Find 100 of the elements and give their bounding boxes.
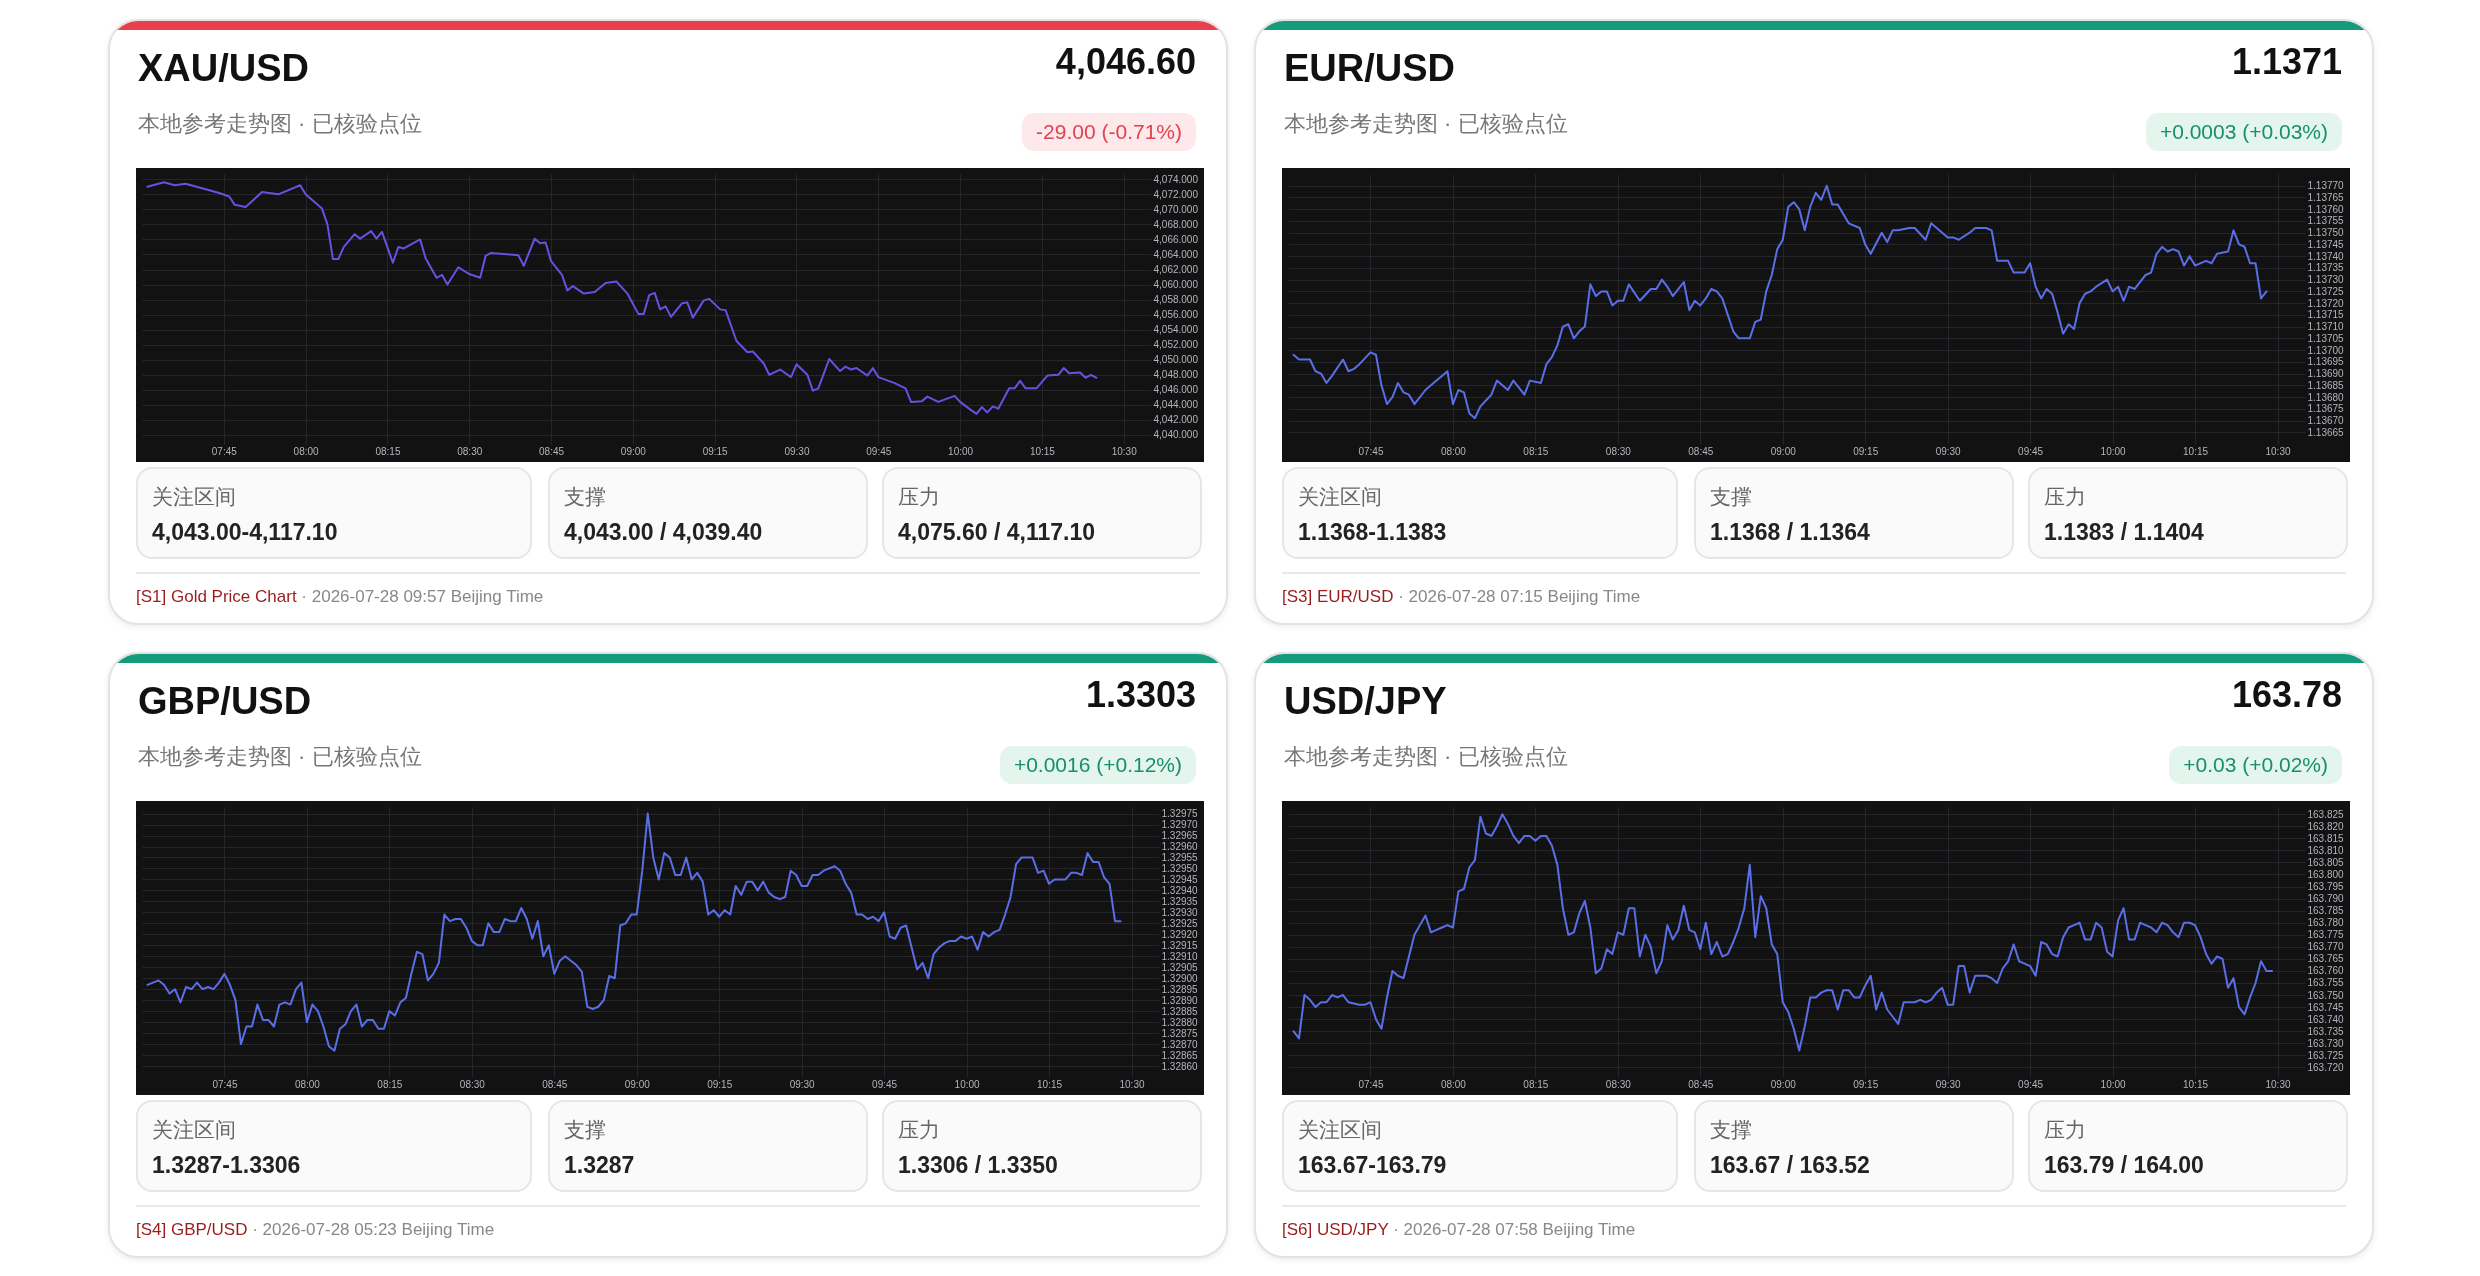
y-tick-label: 1.13735 [2307, 262, 2345, 274]
text: 支撑 [564, 484, 606, 510]
y-tick-label: 1.32860 [1161, 1060, 1199, 1072]
y-tick-label: 1.32950 [1161, 862, 1199, 874]
y-tick-label: 1.32955 [1161, 851, 1199, 863]
line-series [146, 181, 1098, 415]
y-tick-label: 1.13675 [2307, 403, 2345, 415]
x-tick-label: 10:30 [2265, 445, 2291, 457]
x-tick-label: 10:00 [2100, 1078, 2127, 1090]
x-tick-label: 09:30 [1935, 1078, 1962, 1090]
text: +0.03 (+0.02%) [2169, 746, 2342, 784]
x-tick-label: 10:00 [948, 445, 974, 457]
y-tick-label: 163.765 [2307, 953, 2345, 965]
x-tick-label: 09:15 [707, 1078, 733, 1090]
y-tick-label: 4,068.000 [1153, 218, 1199, 230]
text: 支撑 [1710, 1117, 1752, 1143]
chart-subtitle: 本地参考走势图 · 已核验点位 [138, 743, 422, 771]
y-tick-label: 163.820 [2307, 820, 2345, 832]
y-tick-label: 4,066.000 [1153, 233, 1199, 245]
y-tick-label: 4,054.000 [1153, 324, 1199, 336]
y-tick-label: 163.790 [2307, 893, 2345, 905]
y-tick-label: 4,050.000 [1153, 354, 1199, 366]
x-tick-label: 09:45 [2018, 445, 2044, 457]
text: 163.67 / 163.52 [1710, 1152, 1870, 1179]
text: 关注区间 [152, 484, 236, 510]
text: [S4] GBP/USD [136, 1220, 248, 1239]
text: -29.00 (-0.71%) [1022, 113, 1196, 151]
y-tick-label: 163.825 [2307, 808, 2345, 820]
text: 压力 [2044, 484, 2086, 510]
text: [S6] USD/JPY [1282, 1220, 1389, 1239]
y-tick-label: 1.32960 [1161, 841, 1199, 853]
text: · 2026-07-28 09:57 Beijing Time [300, 587, 544, 606]
y-tick-label: 4,042.000 [1153, 414, 1199, 426]
y-tick-label: 163.760 [2307, 965, 2345, 977]
text: 1.1371 [2231, 41, 2342, 83]
y-tick-label: 163.815 [2307, 832, 2345, 844]
y-tick-label: 4,060.000 [1153, 279, 1199, 291]
x-tick-label: 10:00 [2100, 445, 2127, 457]
text: 1.3287 [564, 1152, 635, 1179]
x-tick-label: 08:15 [377, 1078, 403, 1090]
text: 4,043.00-4,117.10 [152, 519, 338, 546]
y-tick-label: 1.32925 [1161, 917, 1199, 929]
text: 压力 [898, 484, 940, 510]
chart-subtitle: 本地参考走势图 · 已核验点位 [1284, 743, 1568, 771]
x-tick-label: 10:30 [1119, 1078, 1145, 1090]
y-tick-label: 163.810 [2307, 844, 2345, 856]
y-tick-label: 163.745 [2307, 1001, 2345, 1013]
y-tick-label: 163.770 [2307, 941, 2345, 953]
x-tick-label: 07:45 [1358, 1078, 1384, 1090]
x-tick-label: 08:30 [1605, 445, 1632, 457]
y-tick-label: 163.740 [2307, 1013, 2345, 1025]
y-tick-label: 163.775 [2307, 929, 2345, 941]
x-tick-label: 08:15 [1523, 1078, 1549, 1090]
y-tick-label: 163.755 [2307, 977, 2345, 989]
y-tick-label: 1.32865 [1161, 1049, 1199, 1061]
x-tick-label: 09:30 [1935, 445, 1962, 457]
x-tick-label: 08:45 [539, 445, 565, 457]
y-tick-label: 1.32975 [1161, 808, 1199, 820]
y-tick-label: 1.32880 [1161, 1016, 1199, 1028]
y-tick-label: 1.32870 [1161, 1038, 1199, 1050]
y-tick-label: 4,058.000 [1153, 294, 1199, 306]
x-tick-label: 08:00 [1440, 1078, 1467, 1090]
text: 1.1383 / 1.1404 [2044, 519, 2204, 546]
x-tick-label: 09:45 [872, 1078, 898, 1090]
x-tick-label: 10:30 [2265, 1078, 2291, 1090]
y-tick-label: 1.13715 [2307, 309, 2345, 321]
y-tick-label: 1.32890 [1161, 994, 1199, 1006]
text: 163.67-163.79 [1298, 1152, 1447, 1179]
y-tick-label: 1.13710 [2307, 321, 2345, 333]
y-tick-label: 1.13770 [2307, 180, 2345, 192]
y-tick-label: 1.32970 [1161, 819, 1199, 831]
y-tick-label: 1.13685 [2307, 379, 2345, 391]
x-tick-label: 10:15 [1037, 1078, 1063, 1090]
y-tick-label: 4,074.000 [1153, 173, 1199, 185]
text: 1.3303 [1085, 674, 1196, 716]
x-tick-label: 08:45 [1688, 1078, 1714, 1090]
y-tick-label: 1.13680 [2307, 391, 2345, 403]
text: 1.1368 / 1.1364 [1710, 519, 1870, 546]
text: 压力 [2044, 1117, 2086, 1143]
x-tick-label: 07:45 [211, 445, 238, 457]
y-tick-label: 1.13725 [2307, 285, 2345, 297]
y-tick-label: 1.32945 [1161, 873, 1199, 885]
y-tick-label: 4,070.000 [1153, 203, 1199, 215]
text: · 2026-07-28 07:58 Beijing Time [1392, 1220, 1636, 1239]
text: [S3] EUR/USD [1282, 587, 1394, 606]
y-tick-label: 1.13695 [2307, 356, 2345, 368]
text: 4,046.60 [1055, 41, 1196, 83]
y-tick-label: 1.32905 [1161, 961, 1199, 973]
x-tick-label: 09:00 [1770, 1078, 1797, 1090]
y-tick-label: 4,062.000 [1153, 264, 1199, 276]
y-tick-label: 163.795 [2307, 881, 2345, 893]
y-tick-label: 1.32935 [1161, 895, 1199, 907]
text: 支撑 [564, 1117, 606, 1143]
text: 支撑 [1710, 484, 1752, 510]
y-tick-label: 1.32965 [1161, 830, 1199, 842]
chart-subtitle: 本地参考走势图 · 已核验点位 [138, 110, 422, 138]
y-tick-label: 1.32920 [1161, 928, 1199, 940]
y-tick-label: 4,040.000 [1153, 429, 1199, 441]
x-tick-label: 07:45 [212, 1078, 238, 1090]
y-tick-label: 4,046.000 [1153, 384, 1199, 396]
